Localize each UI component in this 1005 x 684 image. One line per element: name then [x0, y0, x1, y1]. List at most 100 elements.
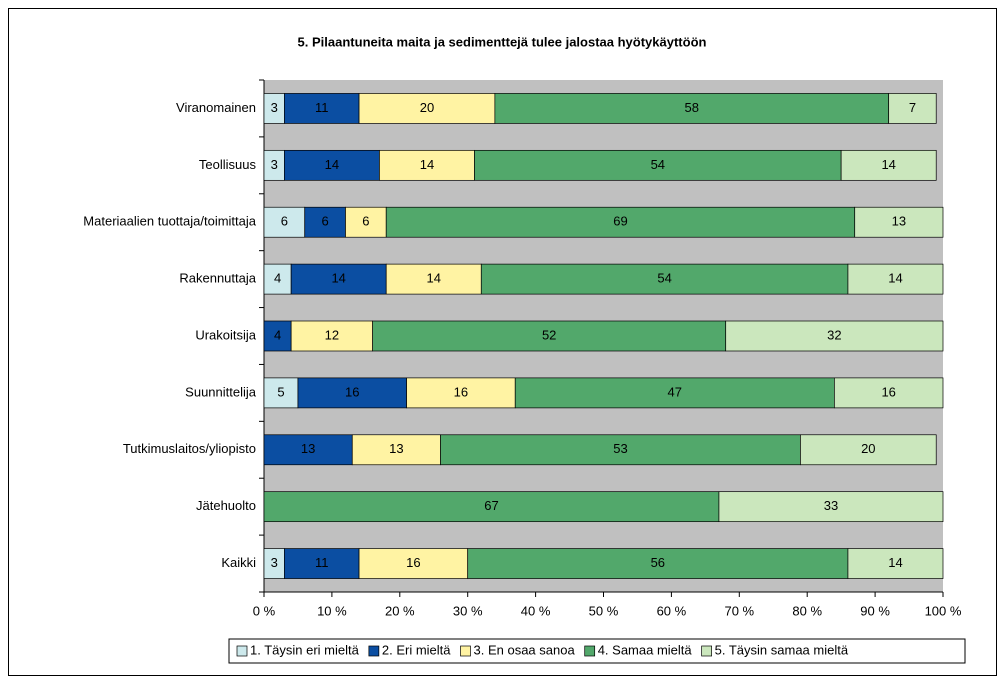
bar-segment: [514, 377, 835, 409]
bar-value-label: 53: [613, 441, 627, 456]
bar-value-label: 20: [420, 100, 434, 115]
y-tick-label: Suunnittelija: [185, 384, 257, 399]
legend-label: 3. En osaa sanoa: [474, 642, 576, 657]
bar-value-label: 69: [613, 214, 627, 229]
x-tick-label: 90 %: [860, 603, 890, 618]
bar-segment: [345, 206, 387, 238]
bar-segment: [304, 206, 346, 238]
bar-segment: [263, 434, 353, 466]
bar-value-label: 14: [427, 271, 441, 286]
bar-value-label: 3: [271, 157, 278, 172]
bar-value-label: 67: [484, 498, 498, 513]
bar-value-label: 12: [325, 327, 339, 342]
bar-segment: [800, 434, 937, 466]
bar-value-label: 16: [454, 384, 468, 399]
bar-segment: [494, 93, 890, 124]
y-tick-label: Urakoitsija: [195, 327, 256, 342]
x-tick-label: 20 %: [385, 603, 415, 618]
y-tick-label: Teollisuus: [199, 157, 257, 172]
bar-segment: [725, 320, 944, 352]
x-tick-label: 100 %: [925, 603, 962, 618]
bar-segment: [358, 93, 496, 124]
bar-value-label: 14: [881, 157, 895, 172]
x-tick-label: 10 %: [317, 603, 347, 618]
bar-segment: [297, 377, 407, 409]
bar-segment: [263, 377, 299, 409]
bar-segment: [385, 263, 482, 295]
bar-segment: [290, 320, 373, 352]
bar-value-label: 6: [321, 214, 328, 229]
bar-segment: [467, 548, 849, 579]
bar-value-label: 14: [888, 555, 902, 570]
bar-value-label: 16: [881, 384, 895, 399]
x-tick-label: 50 %: [589, 603, 619, 618]
bar-value-label: 7: [909, 100, 916, 115]
bar-value-label: 14: [420, 157, 434, 172]
bar-value-label: 11: [315, 100, 329, 115]
bar-value-label: 4: [274, 327, 281, 342]
bar-value-label: 52: [542, 327, 556, 342]
bar-segment: [854, 206, 944, 238]
y-tick-label: Tutkimuslaitos/yliopisto: [123, 441, 256, 456]
x-tick-label: 40 %: [521, 603, 551, 618]
bar-value-label: 3: [271, 100, 278, 115]
bar-value-label: 32: [827, 327, 841, 342]
legend-swatch: [701, 645, 712, 657]
bar-value-label: 13: [301, 441, 315, 456]
bar-segment: [351, 434, 441, 466]
legend-swatch: [584, 645, 596, 657]
bar-segment: [372, 320, 727, 352]
bar-segment: [718, 491, 944, 523]
x-tick-label: 0 %: [253, 603, 276, 618]
legend-label: 1. Täysin eri mieltä: [250, 642, 360, 657]
bar-segment: [847, 548, 944, 579]
bar-segment: [847, 263, 944, 295]
bar-value-label: 14: [888, 271, 902, 286]
bar-value-label: 14: [325, 157, 339, 172]
x-tick-label: 70 %: [724, 603, 754, 618]
legend-label: 4. Samaa mieltä: [598, 642, 693, 657]
bar-segment: [284, 93, 360, 124]
bar-value-label: 16: [406, 555, 420, 570]
bar-value-label: 16: [345, 384, 359, 399]
bar-value-label: 47: [668, 384, 682, 399]
bar-segment: [440, 434, 801, 466]
bar-value-label: 4: [274, 271, 281, 286]
bar-value-label: 5: [277, 384, 284, 399]
y-tick-label: Rakennuttaja: [179, 271, 256, 286]
bar-segment: [888, 93, 937, 124]
bar-value-label: 54: [651, 157, 665, 172]
y-tick-label: Materiaalien tuottaja/toimittaja: [83, 214, 256, 229]
bar-value-label: 20: [861, 441, 875, 456]
legend-label: 5. Täysin samaa mieltä: [715, 642, 849, 657]
bar-segment: [474, 149, 842, 181]
y-tick-label: Jätehuolto: [196, 498, 256, 513]
bar-value-label: 58: [685, 100, 699, 115]
bar-segment: [358, 548, 469, 579]
bar-segment: [480, 263, 849, 295]
x-tick-label: 30 %: [453, 603, 483, 618]
bar-segment: [284, 149, 380, 181]
legend-label: 2. Eri mieltä: [382, 642, 451, 657]
bar-value-label: 6: [362, 214, 369, 229]
legend-swatch: [236, 645, 248, 657]
legend-swatch: [368, 645, 380, 657]
y-tick-label: Kaikki: [221, 555, 256, 570]
bar-segment: [840, 149, 937, 181]
bar-segment: [834, 377, 944, 409]
bar-value-label: 3: [271, 555, 278, 570]
legend-frame: [228, 638, 966, 664]
bar-value-label: 6: [281, 214, 288, 229]
bar-value-label: 11: [315, 555, 329, 570]
bar-value-label: 13: [389, 441, 403, 456]
bar-segment: [263, 320, 292, 352]
chart-title: 5. Pilaantuneita maita ja sedimenttejä t…: [298, 34, 707, 49]
bar-segment: [406, 377, 516, 409]
bar-value-label: 13: [892, 214, 906, 229]
x-tick-label: 80 %: [792, 603, 822, 618]
legend-swatch: [460, 645, 471, 657]
bar-value-label: 56: [651, 555, 665, 570]
bar-value-label: 14: [331, 271, 345, 286]
bar-value-label: 54: [657, 271, 671, 286]
